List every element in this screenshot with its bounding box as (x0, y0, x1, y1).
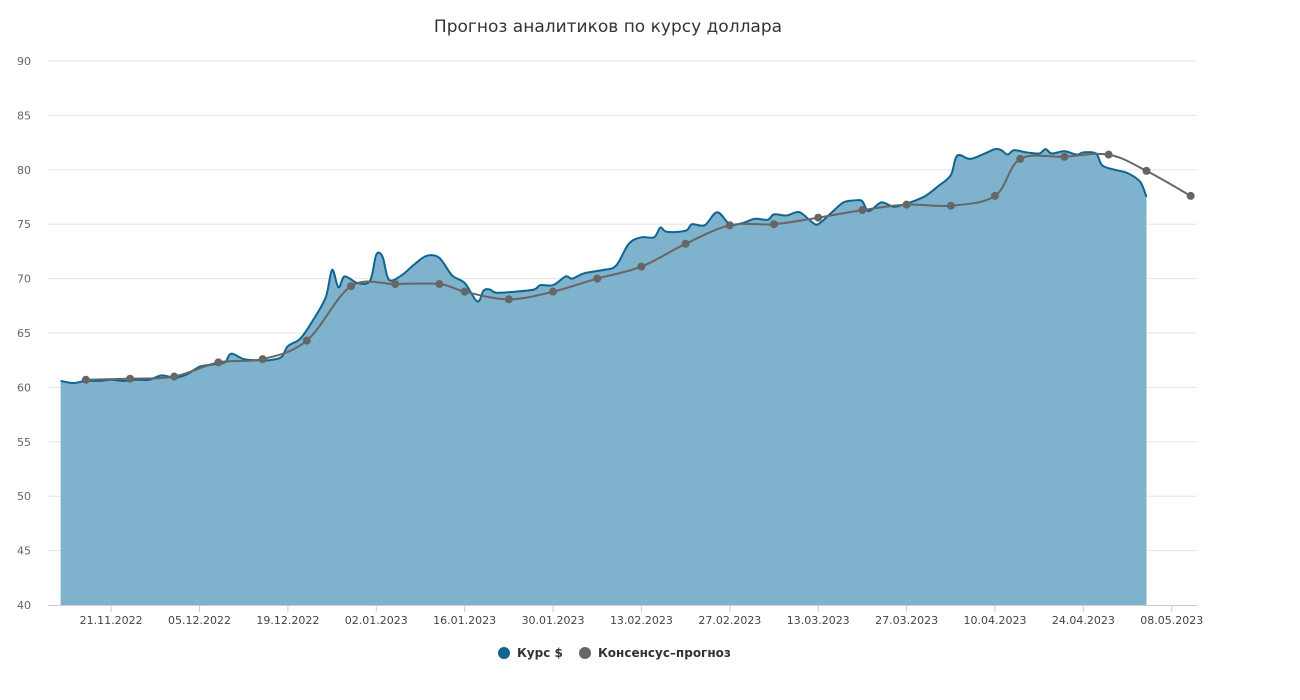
y-tick-label: 75 (17, 218, 31, 231)
legend[interactable]: Курс $ Консенсус–прогноз (498, 646, 731, 660)
consensus-point (1060, 152, 1069, 161)
consensus-point (347, 282, 356, 291)
consensus-point (1142, 166, 1151, 175)
consensus-point (770, 220, 779, 229)
consensus-point (302, 336, 311, 345)
y-tick-label: 80 (17, 164, 31, 177)
x-tick-label: 24.04.2023 (1052, 614, 1115, 627)
y-tick-label: 50 (17, 490, 31, 503)
consensus-point (725, 221, 734, 230)
y-tick-label: 45 (17, 545, 31, 558)
consensus-point (990, 191, 999, 200)
plot-area (60, 147, 1195, 605)
kurs-area-fill (60, 148, 1147, 605)
consensus-point (593, 274, 602, 283)
x-tick-label: 08.05.2023 (1140, 614, 1203, 627)
consensus-point (460, 287, 469, 296)
consensus-point (170, 372, 179, 381)
y-tick-label: 85 (17, 109, 31, 122)
consensus-point (504, 295, 513, 304)
consensus-point (814, 213, 823, 222)
consensus-point (1104, 150, 1113, 159)
consensus-point (637, 262, 646, 271)
x-tick-label: 10.04.2023 (963, 614, 1026, 627)
legend-consensus-label[interactable]: Консенсус–прогноз (598, 646, 731, 660)
consensus-point (214, 358, 223, 367)
consensus-point (81, 375, 90, 384)
y-tick-label: 60 (17, 381, 31, 394)
consensus-point (258, 355, 267, 364)
x-tick-label: 05.12.2022 (168, 614, 231, 627)
y-tick-label: 55 (17, 436, 31, 449)
chart-title: Прогноз аналитиков по курсу доллара (434, 17, 782, 37)
x-tick-label: 13.03.2023 (787, 614, 850, 627)
consensus-point (858, 206, 867, 215)
consensus-point (391, 280, 400, 289)
x-tick-label: 30.01.2023 (522, 614, 585, 627)
y-tick-label: 70 (17, 273, 31, 286)
consensus-point (681, 239, 690, 248)
x-tick-label: 19.12.2022 (256, 614, 319, 627)
consensus-point (902, 200, 911, 209)
legend-kurs-label[interactable]: Курс $ (517, 646, 563, 660)
consensus-point (435, 280, 444, 289)
consensus-point (549, 287, 558, 296)
consensus-point (1016, 154, 1025, 163)
legend-consensus-marker[interactable] (579, 647, 591, 659)
consensus-point (1186, 191, 1195, 200)
x-tick-label: 27.02.2023 (698, 614, 761, 627)
axes: 40 45 50 55 60 65 70 75 80 85 90 21.11.2022 05.12.20… (17, 55, 1203, 627)
consensus-point (126, 374, 135, 383)
consensus-point (946, 201, 955, 210)
y-tick-label: 40 (17, 599, 31, 612)
x-tick-label: 13.02.2023 (610, 614, 673, 627)
x-tick-label: 27.03.2023 (875, 614, 938, 627)
legend-kurs-marker[interactable] (498, 647, 510, 659)
x-tick-label: 02.01.2023 (345, 614, 408, 627)
x-tick-label: 16.01.2023 (433, 614, 496, 627)
x-tick-label: 21.11.2022 (80, 614, 143, 627)
y-tick-label: 90 (17, 55, 31, 68)
y-tick-label: 65 (17, 327, 31, 340)
